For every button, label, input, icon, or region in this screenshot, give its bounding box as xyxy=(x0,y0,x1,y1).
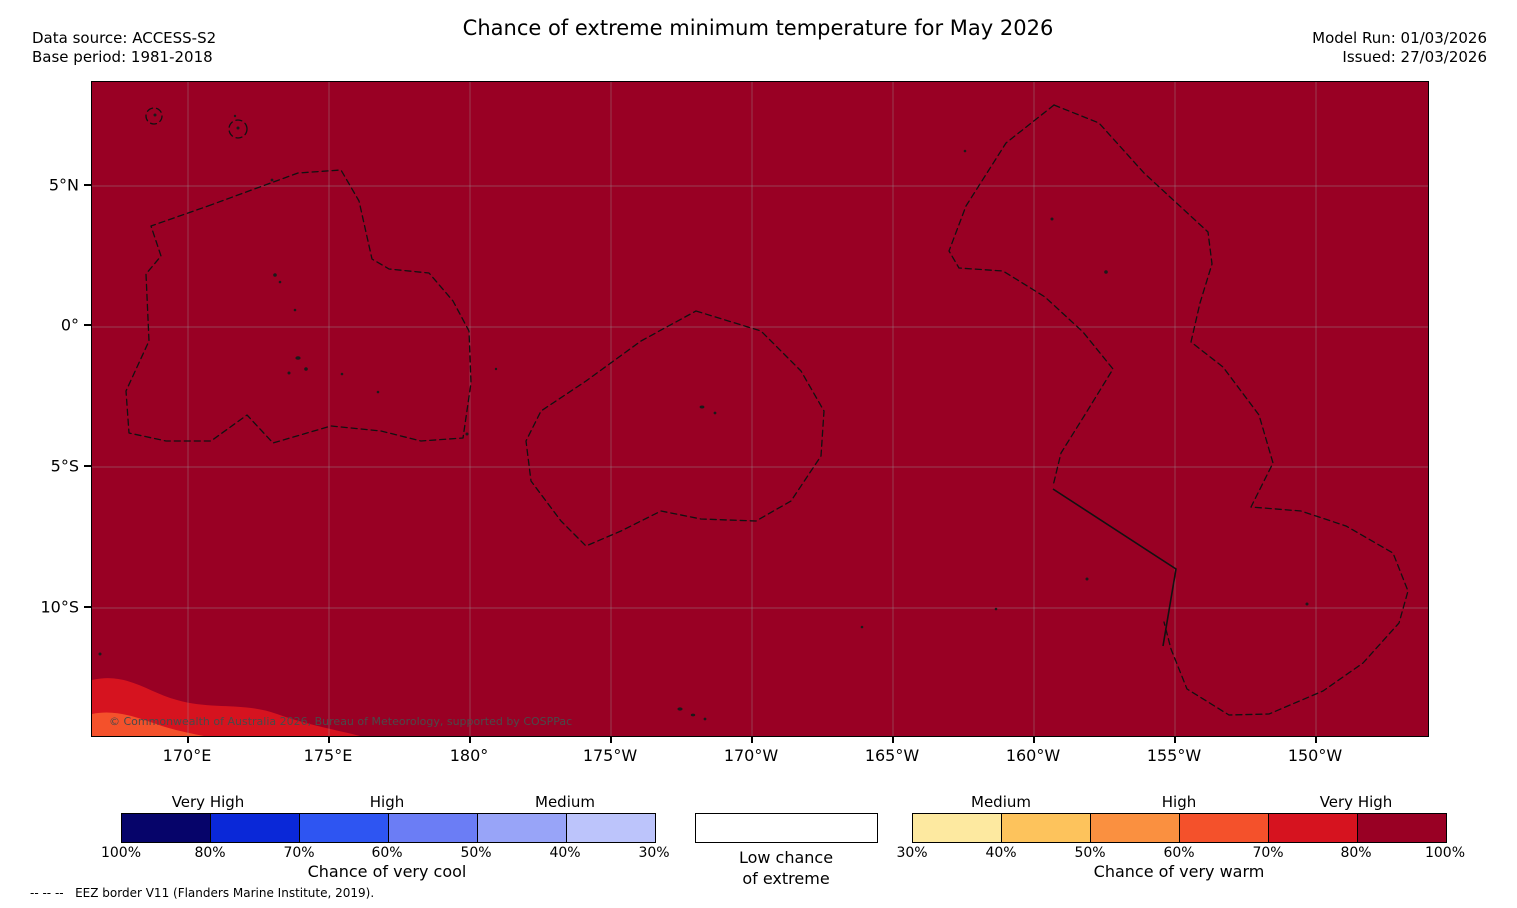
x-tickmark xyxy=(751,736,753,743)
x-axis-label: 180° xyxy=(449,746,489,765)
copyright-note: © Commonwealth of Australia 2026, Bureau… xyxy=(109,715,573,728)
header-right-info: Model Run: 01/03/2026 Issued: 27/03/2026 xyxy=(1312,29,1487,67)
cool-swatch xyxy=(389,814,478,842)
x-axis-label: 165°W xyxy=(864,746,920,765)
x-tickmark xyxy=(469,736,471,743)
issued-label: Issued: 27/03/2026 xyxy=(1342,48,1487,66)
x-tickmark xyxy=(187,736,189,743)
x-tickmark xyxy=(1174,736,1176,743)
cool-colorbar xyxy=(121,813,656,843)
x-axis-label: 150°W xyxy=(1287,746,1343,765)
warm-swatch xyxy=(913,814,1002,842)
map-fill-80-100 xyxy=(92,82,1428,736)
eez-east-left xyxy=(948,104,1114,487)
y-tickmark xyxy=(84,606,91,608)
map-canvas xyxy=(91,81,1429,737)
cool-category-label: Medium xyxy=(535,793,595,811)
cool-colorbar-title: Chance of very cool xyxy=(307,862,467,881)
model-run-label: Model Run: 01/03/2026 xyxy=(1312,29,1487,47)
header-left-info: Data source: ACCESS-S2 Base period: 1981… xyxy=(32,29,216,67)
y-tickmark xyxy=(84,465,91,467)
x-axis-label: 155°W xyxy=(1146,746,1202,765)
x-tickmark xyxy=(328,736,330,743)
eez-fragment-2 xyxy=(228,119,248,139)
warm-colorbar-title: Chance of very warm xyxy=(1093,862,1265,881)
cool-swatch xyxy=(478,814,567,842)
warm-category-label: High xyxy=(1161,793,1197,811)
y-axis-label: 0° xyxy=(60,315,79,335)
warm-tick: 80% xyxy=(1340,845,1372,861)
y-tickmark xyxy=(84,324,91,326)
eez-fragment-1 xyxy=(145,107,163,125)
cool-category-label: High xyxy=(369,793,405,811)
warm-tick: 60% xyxy=(1163,845,1195,861)
warm-colorbar xyxy=(912,813,1447,843)
warm-swatch xyxy=(1269,814,1358,842)
cool-swatch xyxy=(122,814,211,842)
y-axis-label: 5°N xyxy=(48,175,79,195)
low-chance-label: Low chance xyxy=(738,848,834,867)
x-axis-label: 160°W xyxy=(1005,746,1061,765)
warm-tick: 40% xyxy=(985,845,1017,861)
y-axis-label: 10°S xyxy=(40,597,79,617)
eez-dash-sample: -- -- -- xyxy=(30,886,64,900)
warm-tick: 50% xyxy=(1074,845,1106,861)
x-axis-label: 175°E xyxy=(303,746,353,765)
warm-swatch xyxy=(1002,814,1091,842)
cool-category-label: Very High xyxy=(171,793,245,811)
y-axis-label: 5°S xyxy=(50,456,79,476)
cool-tick: 70% xyxy=(283,845,315,861)
cool-tick: 80% xyxy=(194,845,226,861)
x-tickmark xyxy=(892,736,894,743)
gridlines xyxy=(92,82,1428,736)
cool-tick: 100% xyxy=(100,845,142,861)
contour-70-80 xyxy=(92,678,360,736)
x-tickmark xyxy=(1315,736,1317,743)
warm-swatch xyxy=(1358,814,1446,842)
y-tickmark xyxy=(84,184,91,186)
x-axis-label: 170°E xyxy=(162,746,212,765)
warm-swatch xyxy=(1180,814,1269,842)
eez-east-right xyxy=(1053,104,1409,716)
cool-tick: 60% xyxy=(371,845,403,861)
warm-tick: 100% xyxy=(1424,845,1466,861)
low-chance-box xyxy=(695,813,878,843)
low-chance-label: of extreme xyxy=(742,869,830,888)
data-source-label: Data source: ACCESS-S2 xyxy=(32,29,217,47)
x-tickmark xyxy=(610,736,612,743)
warm-swatch xyxy=(1091,814,1180,842)
cool-swatch xyxy=(300,814,389,842)
page-title: Chance of extreme minimum temperature fo… xyxy=(462,16,1054,40)
eez-central xyxy=(525,310,825,547)
eez-west xyxy=(125,169,472,444)
eez-solid-segment xyxy=(1052,488,1177,647)
x-axis-label: 175°W xyxy=(582,746,638,765)
eez-borders xyxy=(125,104,1409,716)
warm-tick: 30% xyxy=(896,845,928,861)
warm-tick: 70% xyxy=(1252,845,1284,861)
map-svg xyxy=(92,82,1428,736)
x-axis-label: 170°W xyxy=(723,746,779,765)
eez-note-text: EEZ border V11 (Flanders Marine Institut… xyxy=(75,886,375,900)
cool-tick: 40% xyxy=(549,845,581,861)
cool-swatch xyxy=(567,814,655,842)
cool-tick: 30% xyxy=(638,845,670,861)
cool-swatch xyxy=(211,814,300,842)
contour-60-70 xyxy=(92,712,204,736)
x-tickmark xyxy=(1033,736,1035,743)
cool-tick: 50% xyxy=(460,845,492,861)
warm-category-label: Very High xyxy=(1319,793,1393,811)
footer-eez-note: -- -- -- EEZ border V11 (Flanders Marine… xyxy=(30,886,374,900)
base-period-label: Base period: 1981-2018 xyxy=(32,48,213,66)
warm-category-label: Medium xyxy=(971,793,1031,811)
islands xyxy=(98,113,1309,721)
